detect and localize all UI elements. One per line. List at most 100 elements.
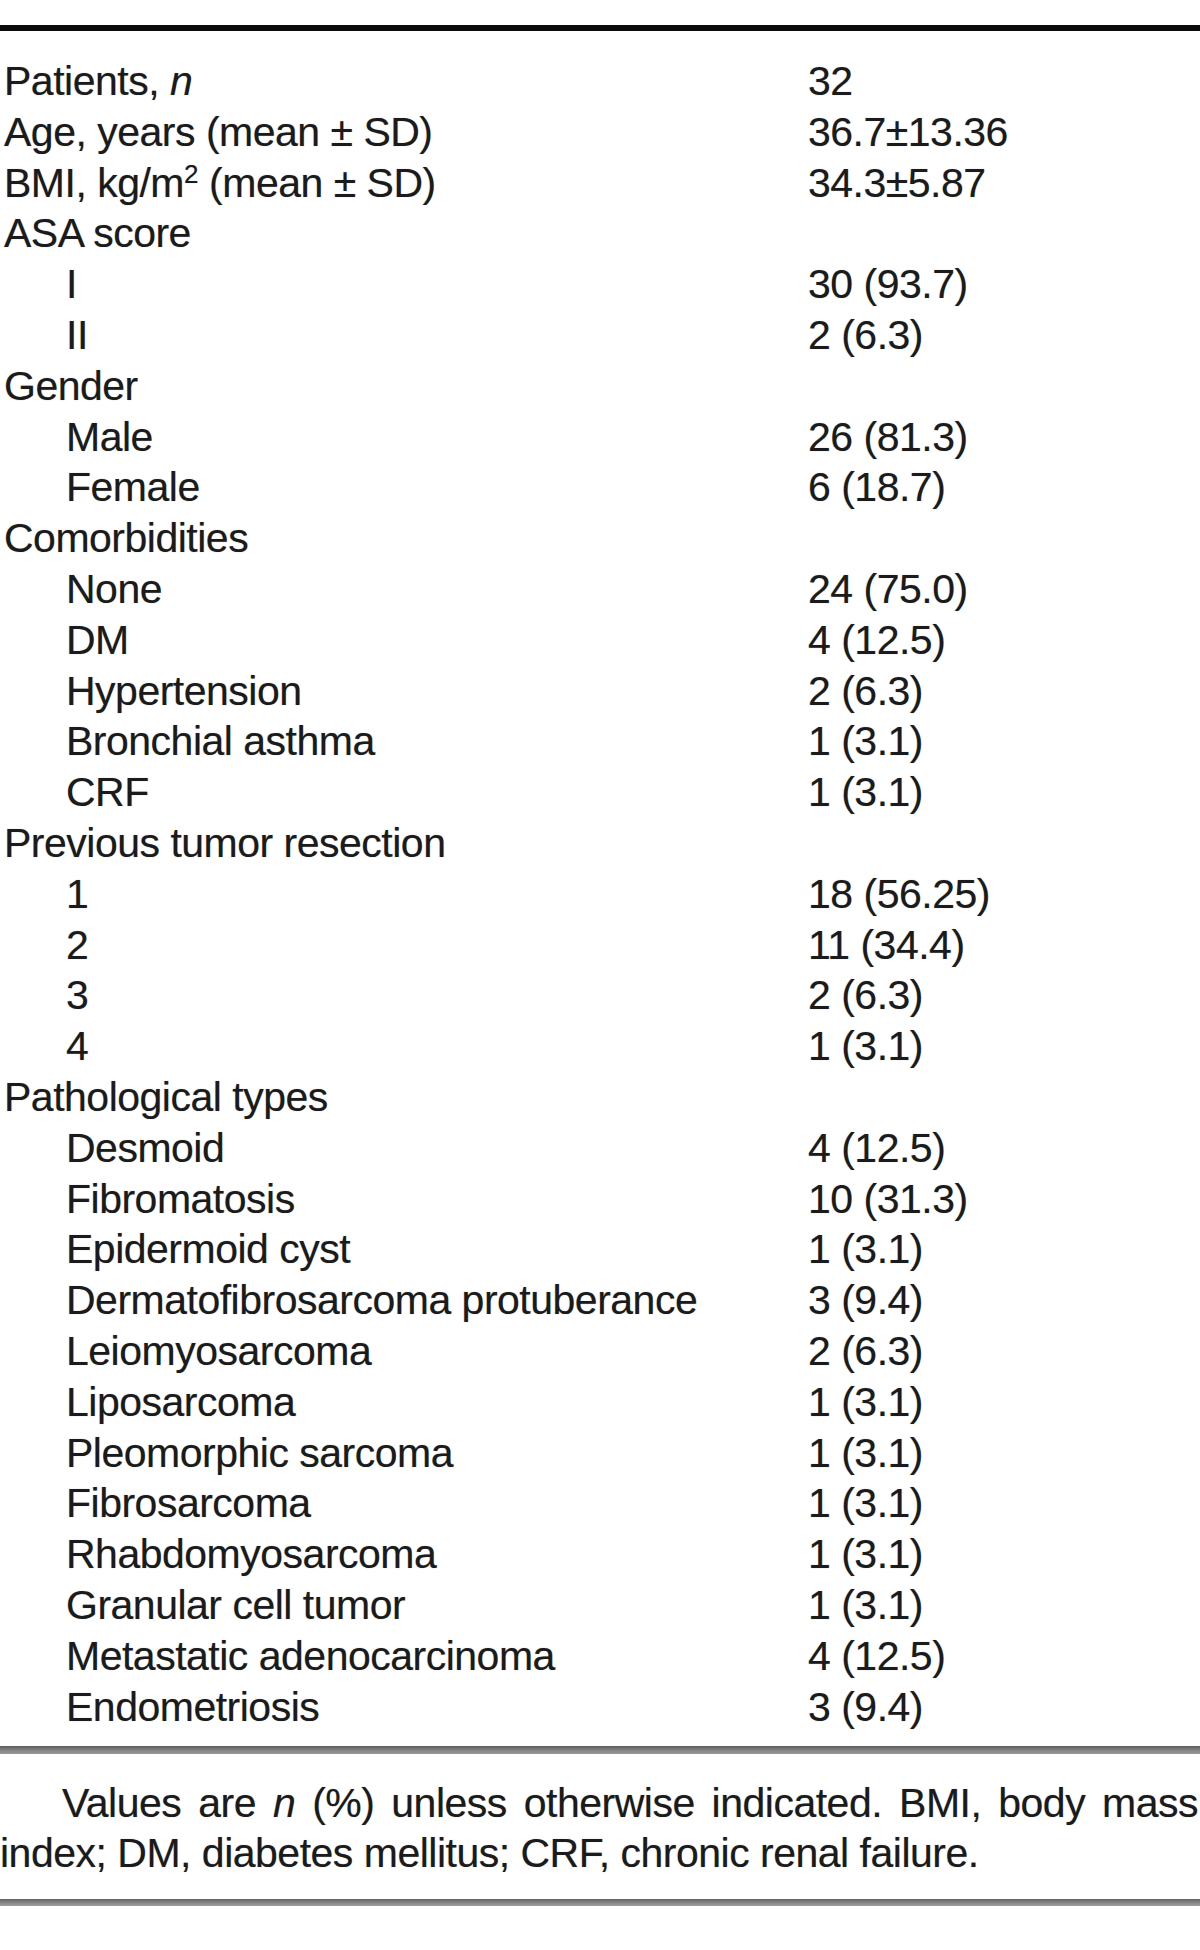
text-fragment: Liposarcoma: [66, 1379, 295, 1425]
text-fragment: Epidermoid cyst: [66, 1226, 350, 1272]
row-value: 1 (3.1): [808, 1478, 923, 1529]
text-fragment: None: [66, 566, 162, 612]
text-fragment: Pathological types: [4, 1074, 328, 1120]
row-label: DM: [66, 615, 129, 666]
table-row: Dermatofibrosarcoma protuberance3 (9.4): [0, 1275, 1200, 1326]
table-row: 3 2 (6.3): [0, 970, 1200, 1021]
row-value: 1 (3.1): [808, 1377, 923, 1428]
row-value: 1 (3.1): [808, 1224, 923, 1275]
table-row: Patients, n32: [0, 56, 1200, 107]
footnote-line-2: index; DM, diabetes mellitus; CRF, chron…: [0, 1828, 1198, 1878]
text-fragment: Fibrosarcoma: [66, 1480, 311, 1526]
row-value: 1 (3.1): [808, 1529, 923, 1580]
text-fragment: Metastatic adenocarcinoma: [66, 1633, 555, 1679]
row-label: Patients, n: [4, 56, 192, 107]
text-fragment: Leiomyosarcoma: [66, 1328, 371, 1374]
row-label: Leiomyosarcoma: [66, 1326, 371, 1377]
row-value: 18 (56.25): [808, 869, 990, 920]
row-value: 6 (18.7): [808, 462, 945, 513]
table-row: II 2 (6.3): [0, 310, 1200, 361]
row-value: 10 (31.3): [808, 1174, 968, 1225]
text-fragment: 4: [66, 1023, 88, 1069]
text-fragment: Rhabdomyosarcoma: [66, 1531, 436, 1577]
row-label: Pathological types: [4, 1072, 328, 1123]
row-label: Endometriosis: [66, 1682, 319, 1733]
table-row: 118 (56.25): [0, 869, 1200, 920]
row-label: Female: [66, 462, 200, 513]
table-row: Bronchial asthma 1 (3.1): [0, 716, 1200, 767]
table-row: Fibrosarcoma 1 (3.1): [0, 1478, 1200, 1529]
text-fragment: II: [66, 312, 88, 358]
row-label: Bronchial asthma: [66, 716, 375, 767]
footnote-line-1: Values are n (%) unless otherwise indica…: [0, 1778, 1198, 1828]
table-bottom-rule: [0, 1746, 1200, 1754]
row-label: Fibromatosis: [66, 1174, 295, 1225]
row-label: Rhabdomyosarcoma: [66, 1529, 436, 1580]
row-value: 2 (6.3): [808, 1326, 923, 1377]
row-value: 11 (34.4): [808, 920, 965, 971]
table-row: Metastatic adenocarcinoma 4 (12.5): [0, 1631, 1200, 1682]
row-label: 4: [66, 1021, 88, 1072]
text-fragment: 3: [66, 972, 88, 1018]
table-row: Granular cell tumor1 (3.1): [0, 1580, 1200, 1631]
text-fragment: 2: [184, 159, 198, 189]
row-value: 1 (3.1): [808, 1428, 923, 1479]
row-label: CRF: [66, 767, 149, 818]
text-fragment: Comorbidities: [4, 515, 248, 561]
row-label: 2: [66, 920, 88, 971]
row-value: 24 (75.0): [808, 564, 968, 615]
text-fragment: Bronchial asthma: [66, 718, 375, 764]
table-row: Endometriosis3 (9.4): [0, 1682, 1200, 1733]
row-label: None: [66, 564, 162, 615]
row-label: Male: [66, 412, 153, 463]
row-label: Granular cell tumor: [66, 1580, 405, 1631]
row-label: Pleomorphic sarcoma: [66, 1428, 453, 1479]
table-rows: Patients, n32Age, years (mean ± SD)36.7±…: [0, 56, 1200, 1732]
text-fragment: Male: [66, 414, 153, 460]
row-value: 30 (93.7): [808, 259, 968, 310]
text-fragment: 2: [66, 922, 88, 968]
row-label: Metastatic adenocarcinoma: [66, 1631, 555, 1682]
row-label: ASA score: [4, 208, 191, 259]
row-value: 2 (6.3): [808, 970, 923, 1021]
table-row: DM 4 (12.5): [0, 615, 1200, 666]
row-value: 4 (12.5): [808, 615, 945, 666]
row-value: 4 (12.5): [808, 1631, 945, 1682]
text-fragment: Gender: [4, 363, 138, 409]
row-label: 3: [66, 970, 88, 1021]
table-row: I30 (93.7): [0, 259, 1200, 310]
row-value: 2 (6.3): [808, 310, 923, 361]
row-value: 1 (3.1): [808, 716, 923, 767]
row-label: Dermatofibrosarcoma protuberance: [66, 1275, 697, 1326]
table-row: Desmoid4 (12.5): [0, 1123, 1200, 1174]
table-row: Rhabdomyosarcoma 1 (3.1): [0, 1529, 1200, 1580]
table-row: Pleomorphic sarcoma 1 (3.1): [0, 1428, 1200, 1479]
row-value: 36.7±13.36: [808, 107, 1008, 158]
table-row: BMI, kg/m2 (mean ± SD)34.3±5.87: [0, 158, 1200, 209]
text-fragment: Values are: [62, 1780, 273, 1826]
row-value: 26 (81.3): [808, 412, 968, 463]
row-label: Liposarcoma: [66, 1377, 295, 1428]
table-top-rule: [0, 25, 1200, 31]
text-fragment: Female: [66, 464, 200, 510]
text-fragment: Patients,: [4, 58, 170, 104]
table-row: Epidermoid cyst 1 (3.1): [0, 1224, 1200, 1275]
row-value: 1 (3.1): [808, 767, 923, 818]
row-label: Comorbidities: [4, 513, 248, 564]
text-fragment: Hypertension: [66, 668, 302, 714]
row-label: Previous tumor resection: [4, 818, 445, 869]
row-value: 4 (12.5): [808, 1123, 945, 1174]
table-row: None 24 (75.0): [0, 564, 1200, 615]
table-row: Fibromatosis 10 (31.3): [0, 1174, 1200, 1225]
text-fragment: ASA score: [4, 210, 191, 256]
row-label: Gender: [4, 361, 138, 412]
table-row: Leiomyosarcoma 2 (6.3): [0, 1326, 1200, 1377]
text-fragment: (%) unless otherwise indicated. BMI, bod…: [295, 1780, 1198, 1826]
table-row: Male 26 (81.3): [0, 412, 1200, 463]
table-row: Previous tumor resection: [0, 818, 1200, 869]
table-row: 41 (3.1): [0, 1021, 1200, 1072]
text-fragment: (mean ± SD): [198, 160, 436, 206]
text-fragment: Endometriosis: [66, 1684, 319, 1730]
row-label: BMI, kg/m2 (mean ± SD): [4, 158, 436, 214]
text-fragment: Fibromatosis: [66, 1176, 295, 1222]
